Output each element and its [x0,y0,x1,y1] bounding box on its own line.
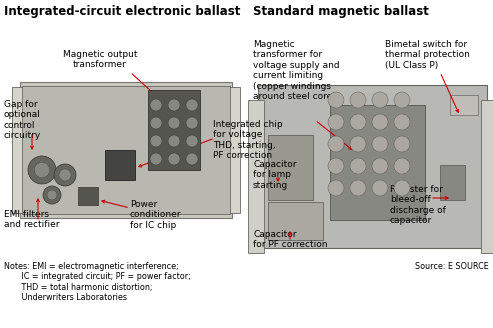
Circle shape [328,114,344,130]
Text: Integrated-circuit electronic ballast: Integrated-circuit electronic ballast [4,5,241,18]
Text: Register for
bleed-off
discharge of
capacitor: Register for bleed-off discharge of capa… [390,185,446,225]
Circle shape [168,135,180,147]
Text: Magnetic output
transformer: Magnetic output transformer [63,50,137,70]
Circle shape [168,153,180,165]
Bar [78,187,98,205]
Text: Bimetal switch for
thermal protection
(UL Class P): Bimetal switch for thermal protection (U… [385,40,470,70]
Bar [148,90,200,170]
Circle shape [150,135,162,147]
Circle shape [350,180,366,196]
Bar [20,82,232,218]
Circle shape [394,92,410,108]
Circle shape [186,99,198,111]
Bar [105,150,135,180]
Bar [268,202,323,240]
Circle shape [350,114,366,130]
Circle shape [150,117,162,129]
Bar [440,165,465,200]
Bar [258,85,487,248]
Circle shape [372,92,388,108]
Bar [481,100,493,253]
Bar [248,100,264,253]
Text: EMI filters
and rectifier: EMI filters and rectifier [4,210,60,229]
Circle shape [394,180,410,196]
Circle shape [372,136,388,152]
Bar [330,105,425,220]
Text: Standard magnetic ballast: Standard magnetic ballast [253,5,429,18]
Circle shape [372,114,388,130]
Circle shape [328,180,344,196]
Circle shape [43,186,61,204]
Circle shape [168,99,180,111]
Circle shape [47,190,57,200]
Circle shape [28,156,56,184]
Text: Source: E SOURCE: Source: E SOURCE [415,262,489,271]
Bar [22,86,230,214]
Circle shape [168,117,180,129]
Circle shape [328,92,344,108]
Text: Capacitor
for PF correction: Capacitor for PF correction [253,230,327,249]
Circle shape [59,169,71,181]
Circle shape [150,99,162,111]
Circle shape [328,136,344,152]
Circle shape [394,114,410,130]
Circle shape [350,158,366,174]
Circle shape [35,162,50,178]
Text: Gap for
optional
control
circuitry: Gap for optional control circuitry [4,100,41,140]
Bar [226,87,240,213]
Circle shape [394,136,410,152]
Circle shape [350,136,366,152]
Circle shape [186,117,198,129]
Circle shape [54,164,76,186]
Text: Notes: EMI = electromagnetic interference;
       IC = integrated circuit; PF = : Notes: EMI = electromagnetic interferenc… [4,262,191,302]
Text: Integrated chip
for voltage
THD, starting,
PF correction: Integrated chip for voltage THD, startin… [213,120,282,160]
Bar [12,87,26,213]
Circle shape [372,180,388,196]
Circle shape [150,153,162,165]
Circle shape [328,158,344,174]
Text: Capacitor
for lamp
starting: Capacitor for lamp starting [253,160,296,190]
Circle shape [372,158,388,174]
Circle shape [186,153,198,165]
Circle shape [186,135,198,147]
Bar [450,95,478,115]
Text: Power
conditioner
for IC chip: Power conditioner for IC chip [130,200,181,230]
Circle shape [394,158,410,174]
Bar [268,135,313,200]
Text: Magnetic
transformer for
voltage supply and
current limiting
(copper windings
ar: Magnetic transformer for voltage supply … [253,40,340,101]
Circle shape [350,92,366,108]
